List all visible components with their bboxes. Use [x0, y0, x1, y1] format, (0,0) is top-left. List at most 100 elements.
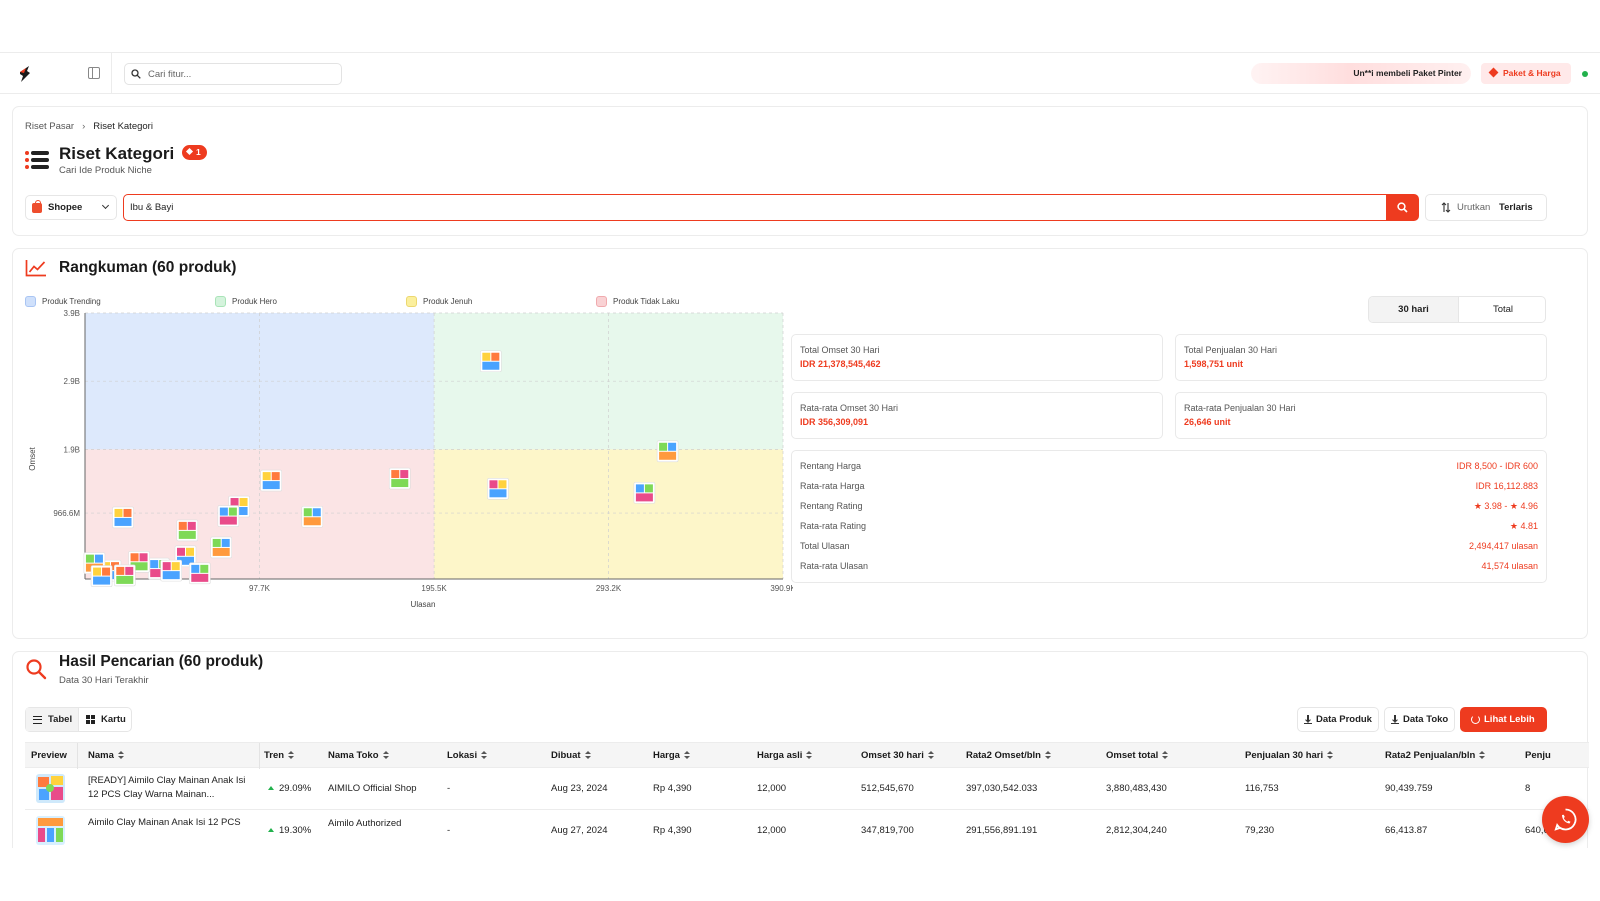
- product-thumbnail[interactable]: [36, 816, 65, 845]
- stat-row-rata-harga: Rata-rata Harga IDR 16,112.883: [800, 481, 1538, 495]
- legend-label: Produk Hero: [232, 297, 277, 306]
- product-point-tile: [114, 517, 132, 526]
- product-point[interactable]: [480, 350, 502, 373]
- stat-row-rentang-harga: Rentang Harga IDR 8,500 - IDR 600: [800, 461, 1538, 475]
- table-view-icon: [33, 716, 42, 724]
- price: Rp 4,390: [653, 783, 692, 794]
- app-logo[interactable]: [18, 65, 32, 83]
- view-tab-kartu[interactable]: Kartu: [80, 708, 132, 731]
- download-data-produk-button[interactable]: Data Produk: [1297, 707, 1379, 732]
- legend-swatch: [25, 296, 36, 307]
- col-harga-asli[interactable]: Harga asli: [757, 743, 813, 769]
- sort-select[interactable]: Urutkan Terlaris: [1425, 194, 1547, 221]
- col-omset-total[interactable]: Omset total: [1106, 743, 1169, 769]
- rata2-penjualan: 90,439.759: [1385, 783, 1433, 794]
- col-harga[interactable]: Harga: [653, 743, 690, 769]
- table-row[interactable]: Aimilo Clay Mainan Anak Isi 12 PCS 19.30…: [25, 810, 1589, 852]
- legend-label: Produk Tidak Laku: [613, 297, 680, 306]
- product-point[interactable]: [487, 477, 509, 500]
- product-point-tile: [185, 547, 194, 556]
- category-list-icon: [25, 150, 49, 170]
- range-tab-total[interactable]: Total: [1458, 297, 1545, 322]
- product-point-tile: [489, 489, 507, 498]
- product-point[interactable]: [217, 505, 240, 527]
- category-search-input[interactable]: [123, 194, 1387, 221]
- col-nama-toko[interactable]: Nama Toko: [328, 743, 389, 769]
- credit-badge-count: 1: [196, 147, 201, 157]
- legend-item-trending[interactable]: Produk Trending: [25, 296, 145, 308]
- table-row[interactable]: [READY] Aimilo Clay Mainan Anak Isi 12 P…: [25, 768, 1589, 810]
- sort-icon: [481, 751, 488, 759]
- col-rata2-omset[interactable]: Rata2 Omset/bln: [966, 743, 1051, 769]
- created-date: Aug 23, 2024: [551, 783, 608, 794]
- col-dibuat[interactable]: Dibuat: [551, 743, 591, 769]
- stat-label: Rentang Rating: [800, 501, 863, 511]
- feature-search-input[interactable]: [148, 67, 333, 82]
- product-point[interactable]: [188, 562, 211, 585]
- original-price: 12,000: [757, 783, 787, 794]
- lihat-lebih-button[interactable]: Lihat Lebih: [1460, 707, 1547, 732]
- legend-swatch: [596, 296, 607, 307]
- product-point[interactable]: [176, 519, 199, 542]
- legend-item-tidak-laku[interactable]: Produk Tidak Laku: [596, 296, 716, 308]
- feature-search[interactable]: [124, 63, 342, 85]
- product-point[interactable]: [112, 506, 134, 529]
- product-point[interactable]: [210, 536, 233, 559]
- platform-select[interactable]: Shopee: [25, 195, 117, 220]
- download-icon: [1391, 715, 1399, 724]
- product-point-tile: [123, 508, 132, 517]
- shop-name[interactable]: Aimilo Authorized: [328, 818, 402, 829]
- product-point[interactable]: [160, 559, 183, 582]
- col-penjualan-30-hari[interactable]: Penjualan 30 hari: [1245, 743, 1334, 769]
- legend-label: Produk Jenuh: [423, 297, 473, 306]
- package-pricing-button[interactable]: Paket & Harga: [1481, 63, 1571, 84]
- legend-item-jenuh[interactable]: Produk Jenuh: [406, 296, 526, 308]
- product-point[interactable]: [260, 469, 283, 492]
- stat-label: Rata-rata Rating: [800, 521, 867, 531]
- product-name[interactable]: [READY] Aimilo Clay Mainan Anak Isi 12 P…: [88, 775, 246, 800]
- summary-title: Rangkuman (60 produk): [59, 259, 237, 276]
- created-date: Aug 27, 2024: [551, 825, 608, 836]
- breadcrumb-riset-pasar[interactable]: Riset Pasar: [25, 121, 75, 132]
- view-tab-tabel[interactable]: Tabel: [26, 708, 79, 731]
- stat-label: Total Ulasan: [800, 541, 850, 551]
- col-omset-30-hari[interactable]: Omset 30 hari: [861, 743, 934, 769]
- product-point[interactable]: [301, 505, 324, 528]
- product-point-tile: [391, 479, 409, 488]
- stats-list: Rentang Harga IDR 8,500 - IDR 600 Rata-ra…: [791, 450, 1547, 583]
- product-point-tile: [139, 553, 148, 562]
- col-lokasi[interactable]: Lokasi: [447, 743, 488, 769]
- product-point[interactable]: [633, 482, 656, 504]
- product-point[interactable]: [656, 440, 679, 463]
- product-name[interactable]: Aimilo Clay Mainan Anak Isi 12 PCS: [88, 817, 241, 828]
- product-point[interactable]: [388, 467, 411, 490]
- product-thumbnail[interactable]: [36, 774, 65, 803]
- sidebar-toggle-icon[interactable]: [88, 67, 100, 79]
- product-point-tile: [178, 521, 187, 530]
- product-point[interactable]: [113, 564, 136, 587]
- search-icon: [131, 69, 141, 79]
- grid-view-icon: [86, 715, 95, 724]
- col-nama[interactable]: Nama: [88, 743, 124, 769]
- col-tren[interactable]: Tren: [264, 743, 295, 769]
- chevron-down-icon: [101, 201, 110, 210]
- rata2-penjualan: 66,413.87: [1385, 825, 1428, 836]
- product-point[interactable]: [90, 565, 113, 587]
- package-pricing-label: Paket & Harga: [1503, 68, 1561, 78]
- search-button[interactable]: [1386, 194, 1419, 221]
- product-point-tile: [303, 508, 312, 517]
- x-tick-label: 293.2K: [596, 584, 622, 593]
- search-icon: [26, 659, 47, 680]
- col-label: Tren: [264, 750, 285, 761]
- omset-ulasan-scatter-chart[interactable]: 97.7K 195.5K 293.2K 390.9K 966.6M 1.9B 2.9B 3.9…: [23, 309, 793, 619]
- legend-item-hero[interactable]: Produk Hero: [215, 296, 335, 308]
- stat-value: 2,494,417 ulasan: [1468, 541, 1538, 551]
- stat-row-rentang-rating: Rentang Rating ★ 3.98 - ★ 4.96: [800, 501, 1538, 515]
- range-tab-30-hari[interactable]: 30 hari: [1369, 297, 1458, 322]
- download-data-toko-button[interactable]: Data Toko: [1384, 707, 1455, 732]
- col-rata2-penjualan[interactable]: Rata2 Penjualan/bln: [1385, 743, 1486, 769]
- col-penjualan-total[interactable]: Penju: [1525, 750, 1551, 761]
- line-chart-icon: [25, 260, 46, 277]
- whatsapp-chat-button[interactable]: [1542, 796, 1589, 843]
- shop-name[interactable]: AIMILO Official Shop: [328, 783, 417, 794]
